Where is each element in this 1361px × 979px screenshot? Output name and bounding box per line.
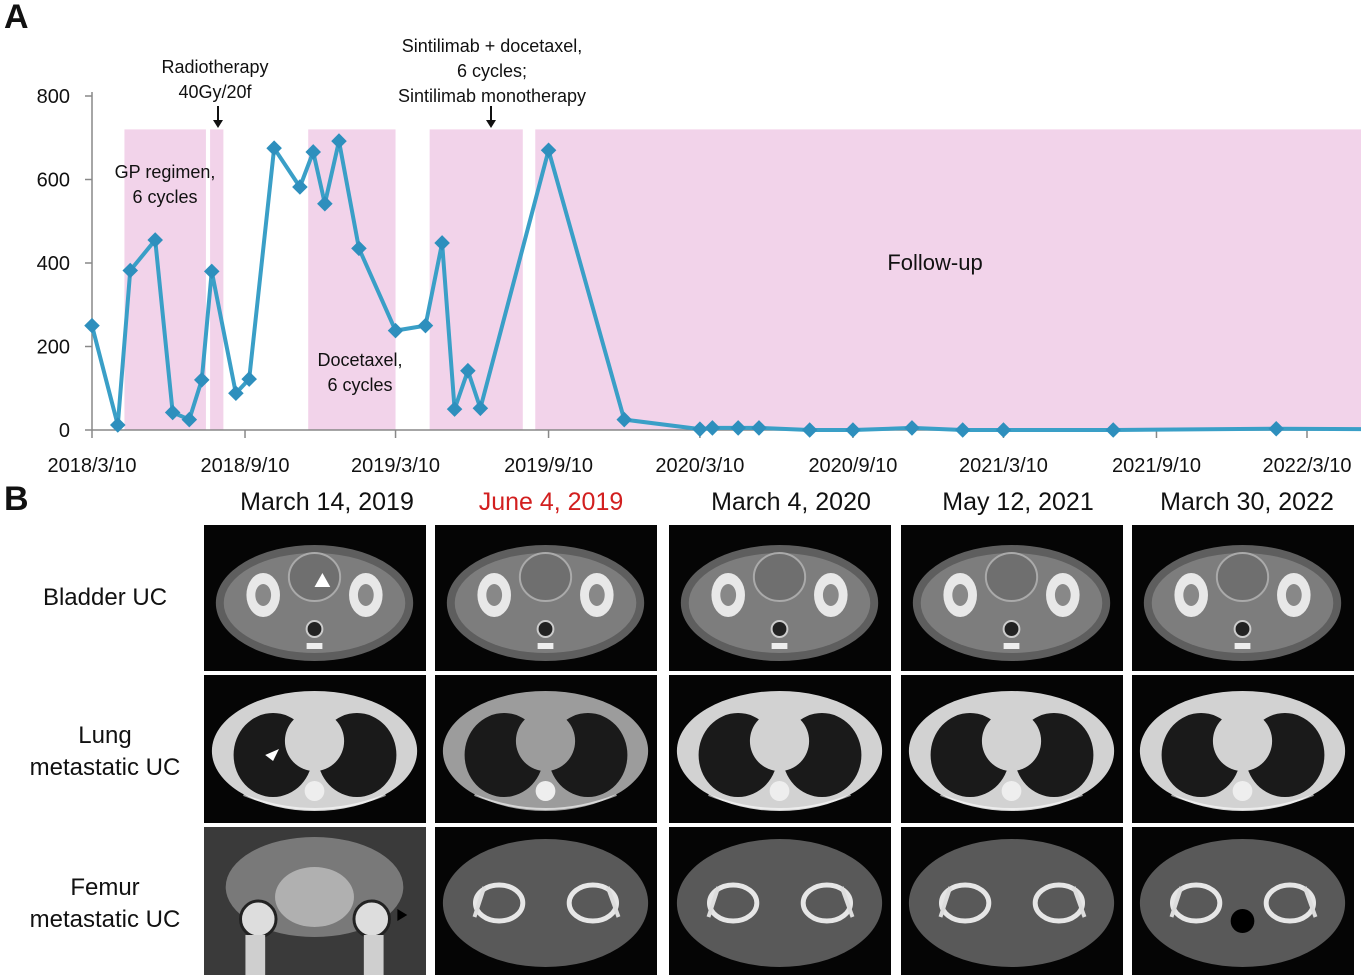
x-tick-label-8: 2022/3/10 (1263, 455, 1352, 477)
y-tick-label-4: 800 (37, 86, 70, 108)
x-tick-label-7: 2021/9/10 (1112, 455, 1201, 477)
pelvis-ct-scan-1 (204, 525, 426, 671)
femur-scan-5 (1132, 827, 1354, 975)
date-header-3: March 4, 2020 (711, 488, 871, 516)
chest-ct-scan-4 (901, 675, 1123, 823)
annotation-radiotherapy: Radiotherapy 40Gy/20f (161, 57, 268, 102)
date-header-2: June 4, 2019 (478, 488, 624, 516)
chart-ticks: 0 200 400 600 800 2018/3/10 2018/9/10 2019/3/10… (37, 86, 1352, 477)
annotation-follow-up: Follow-up (887, 250, 982, 275)
annotation-gp-regimen: GP regimen, 6 cycles (115, 162, 216, 207)
treatment-periods (124, 129, 1361, 430)
data-point-9 (241, 371, 257, 387)
femur-scan-4 (901, 827, 1123, 975)
y-tick-label-0: 0 (59, 420, 70, 442)
data-point-6 (193, 372, 210, 388)
y-tick-label-3: 600 (37, 170, 70, 192)
x-tick-label-5: 2020/9/10 (808, 455, 897, 477)
femur-scan-3 (669, 827, 891, 975)
x-tick-label-1: 2018/9/10 (201, 455, 290, 477)
series-line-0 (90, 139, 1361, 432)
data-point-12 (305, 144, 321, 160)
pelvis-ct-scan-2 (435, 525, 657, 671)
x-tick-label-2: 2019/3/10 (351, 455, 440, 477)
data-point-11 (292, 179, 308, 195)
chest-ct-scan-2 (435, 675, 657, 823)
data-point-10 (266, 140, 282, 156)
x-tick-label-4: 2020/3/10 (655, 455, 744, 477)
data-point-22 (540, 142, 557, 159)
treatment-period-5 (535, 129, 1361, 430)
annotation-sintilimab: Sintilimab + docetaxel, 6 cycles; Sintilim… (398, 36, 586, 106)
y-tick-label-2: 400 (37, 253, 70, 275)
data-point-14 (331, 133, 347, 149)
femur-scan-1 (204, 827, 426, 975)
chart-annotations: GP regimen, 6 cycles Radiotherapy 40Gy/20f D… (115, 36, 983, 395)
chest-ct-scan-5 (1132, 675, 1354, 823)
x-tick-label-3: 2019/9/10 (504, 455, 593, 477)
data-point-4 (164, 404, 181, 421)
date-header-4: May 12, 2021 (942, 488, 1094, 516)
data-point-33 (1105, 422, 1122, 438)
y-tick-label-1: 200 (37, 337, 70, 359)
data-point-7 (203, 263, 220, 280)
chest-ct-scan-1 (204, 675, 426, 823)
data-point-3 (147, 232, 163, 248)
row-label-lung-line-2: metastatic UC (29, 754, 181, 781)
row-label-lung: Lung metastatic UC (10, 720, 200, 784)
annotation-docetaxel: Docetaxel, 6 cycles (317, 350, 402, 395)
pelvis-ct-scan-5 (1132, 525, 1354, 671)
x-tick-label-0: 2018/3/10 (48, 455, 137, 477)
femur-scan-2 (435, 827, 657, 975)
treatment-period-3 (308, 129, 396, 430)
pelvis-ct-scan-4 (901, 525, 1123, 671)
row-label-femur: Femur metastatic UC (10, 872, 200, 936)
pelvis-ct-scan-3 (669, 525, 891, 671)
tumor-marker-line-chart: 0 200 400 600 800 2018/3/10 2018/9/10 2019/3/10… (37, 36, 1361, 477)
data-point-8 (228, 385, 244, 402)
row-label-lung-line-1: Lung (78, 722, 132, 749)
chest-ct-scan-3 (669, 675, 891, 823)
treatment-period-1 (124, 129, 206, 430)
data-point-34 (1268, 420, 1285, 437)
row-label-bladder-line-1: Bladder UC (42, 584, 168, 611)
row-label-femur-line-2: metastatic UC (29, 906, 181, 933)
data-point-15 (351, 240, 367, 257)
panel-a-letter: A (4, 0, 29, 36)
panel-b-letter: B (4, 480, 29, 518)
x-tick-label-6: 2021/3/10 (959, 455, 1048, 477)
treatment-period-2 (210, 129, 224, 430)
date-header-5: March 30, 2022 (1160, 488, 1334, 516)
row-label-femur-line-1: Femur (70, 874, 140, 901)
data-point-18 (434, 235, 450, 251)
row-label-bladder: Bladder UC (10, 582, 200, 614)
date-header-1: March 14, 2019 (240, 488, 414, 516)
data-point-5 (181, 411, 198, 428)
chart-series (84, 133, 1361, 438)
arrow-radiotherapy-head (213, 120, 223, 128)
data-point-13 (317, 195, 333, 212)
arrow-sintilimab-head (486, 120, 496, 128)
data-point-0 (84, 317, 100, 334)
